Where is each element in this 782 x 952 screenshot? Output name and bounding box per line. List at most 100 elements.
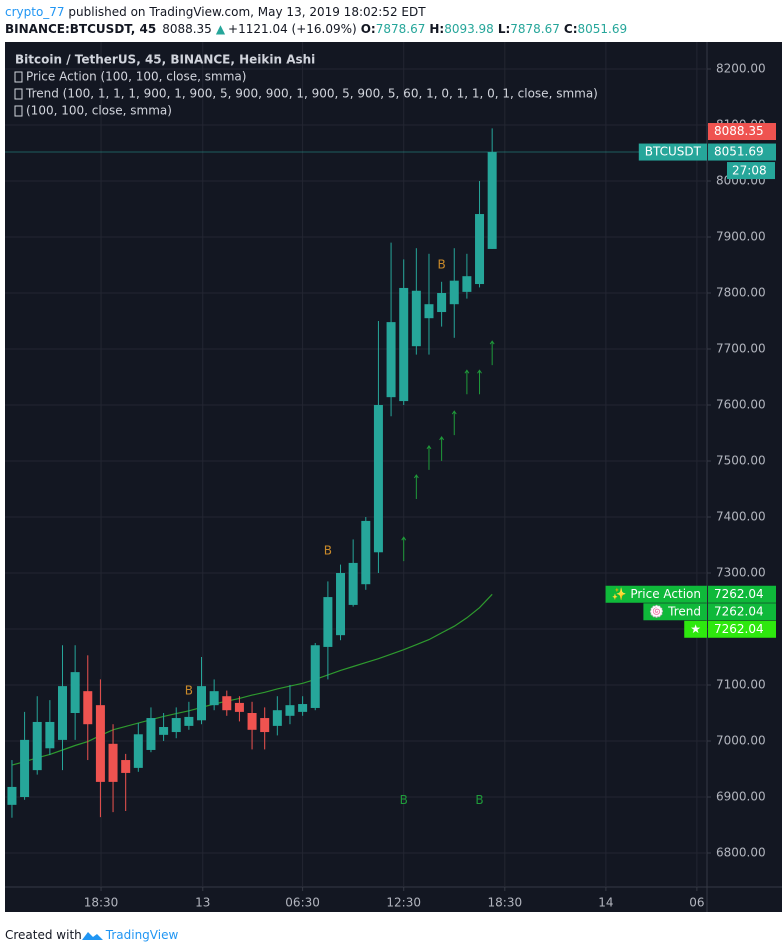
y-tick-label: 7500.00 [716, 453, 766, 467]
price-tag [708, 123, 776, 141]
candle-body [348, 562, 358, 605]
y-tick-label: 7600.00 [716, 397, 766, 411]
candle-body [222, 696, 232, 711]
signal-arrow [477, 369, 482, 395]
publish-line: crypto_77 published on TradingView.com, … [5, 5, 426, 19]
candle-body [424, 304, 434, 319]
signal-label: B [324, 544, 332, 558]
candle-body [108, 743, 118, 782]
ohlc-key: C: [564, 22, 578, 36]
symbol-line: BINANCE:BTCUSDT, 45 8088.35 ▲ +1121.04 (+16… [5, 22, 627, 36]
footer-logo [82, 932, 103, 940]
y-tick-label: 7800.00 [716, 285, 766, 299]
candle-body [310, 645, 320, 708]
candle-body [361, 520, 371, 585]
signal-arrow [439, 436, 445, 461]
signal-arrow [413, 474, 419, 499]
price-tag-label: ✨ Price Action [612, 587, 701, 601]
price-tag [708, 603, 776, 621]
price-tag-label-bg [638, 143, 707, 161]
candle-body [449, 280, 459, 305]
candle-body [45, 721, 55, 749]
candle-body [437, 292, 447, 313]
legend-entry: (100, 100, close, smma) [26, 104, 172, 118]
price-tag [708, 620, 776, 638]
candle-body [462, 276, 472, 292]
price-tag-value: 7262.04 [714, 622, 764, 636]
candle-body [121, 760, 131, 773]
signal-label: B [438, 257, 446, 271]
chart-background [5, 42, 782, 912]
ohlc-value: 7878.67 [376, 22, 426, 36]
author[interactable]: crypto_77 [5, 5, 65, 19]
candle-body [197, 686, 207, 721]
price-tag-value: 7262.04 [714, 604, 764, 618]
candle-body [70, 672, 80, 714]
y-tick-label: 7400.00 [716, 510, 766, 524]
last-price: 8088.35 [162, 22, 212, 36]
price-tag-label-bg [684, 620, 707, 638]
published: published on TradingView.com, May 13, 20… [65, 5, 427, 19]
x-tick-label: 12:30 [386, 896, 421, 910]
x-tick-label: 13 [195, 896, 210, 910]
price-tag-label: 🍥 Trend [649, 604, 701, 618]
x-tick-label: 18:30 [84, 896, 119, 910]
signal-label: B [400, 793, 408, 807]
indicator-legend: Trend (100, 1, 1, 1, 900, 1, 900, 5, 900… [25, 87, 598, 101]
signal-arrow [426, 444, 432, 470]
legend-icon [14, 88, 23, 100]
candle-body [159, 727, 169, 735]
y-tick-label: 8200.00 [716, 61, 766, 75]
ohlc-value: 8093.98 [444, 22, 494, 36]
footer-text: Created with [5, 928, 82, 942]
candle-body [298, 704, 308, 712]
price-tag [708, 585, 776, 603]
price-tag-label: BTCUSDT [645, 145, 702, 159]
candle-body [399, 287, 409, 402]
y-tick-label: 7300.00 [716, 566, 766, 580]
legend-icon [14, 105, 23, 117]
signal-arrow [451, 410, 457, 436]
candle-body [373, 404, 383, 553]
candle-body [57, 686, 67, 740]
indicator-legend: Price Action (100, 100, close, smma) [26, 70, 246, 84]
candle-body [386, 322, 396, 398]
footer-brand[interactable]: TradingView [105, 928, 179, 942]
candle-body [184, 716, 194, 726]
candle-body [133, 734, 143, 768]
price-tag-label: ★ [690, 622, 701, 636]
candle-body [475, 214, 485, 285]
signal-label: B [475, 793, 483, 807]
y-tick-label: 6900.00 [716, 790, 766, 804]
change-arrow: ▲ [216, 22, 226, 36]
candle-body [83, 691, 93, 725]
footer: Created with TradingView [5, 928, 178, 942]
x-tick-label: 14 [598, 896, 613, 910]
indicator-line [11, 593, 493, 766]
y-tick-label: 7100.00 [716, 678, 766, 692]
chart-title: Bitcoin / TetherUS, 45, BINANCE, Heikin … [15, 53, 315, 67]
price-tag [708, 143, 776, 161]
candle-body [32, 721, 42, 771]
candle-body [146, 718, 156, 750]
countdown: 27:08 [732, 164, 767, 178]
candle-body [171, 718, 181, 733]
ohlc-key: L: [498, 22, 510, 36]
signal-arrow [489, 340, 495, 366]
change: +1121.04 (+16.09%) [228, 22, 357, 36]
ohlc-key: O: [361, 22, 376, 36]
x-tick-label: 18:30 [488, 896, 523, 910]
candle-body [7, 786, 17, 805]
candle-body [323, 597, 333, 647]
candle-body [336, 573, 346, 636]
legend-icon [14, 71, 23, 83]
price-tag-value: 8051.69 [714, 145, 764, 159]
price-tag-value: 7262.04 [714, 587, 764, 601]
candle-body [234, 702, 244, 712]
ohlc-key: H: [429, 22, 444, 36]
y-tick-label: 6800.00 [716, 846, 766, 860]
ohlc-value: 8051.69 [578, 22, 628, 36]
candle-body [411, 290, 421, 347]
